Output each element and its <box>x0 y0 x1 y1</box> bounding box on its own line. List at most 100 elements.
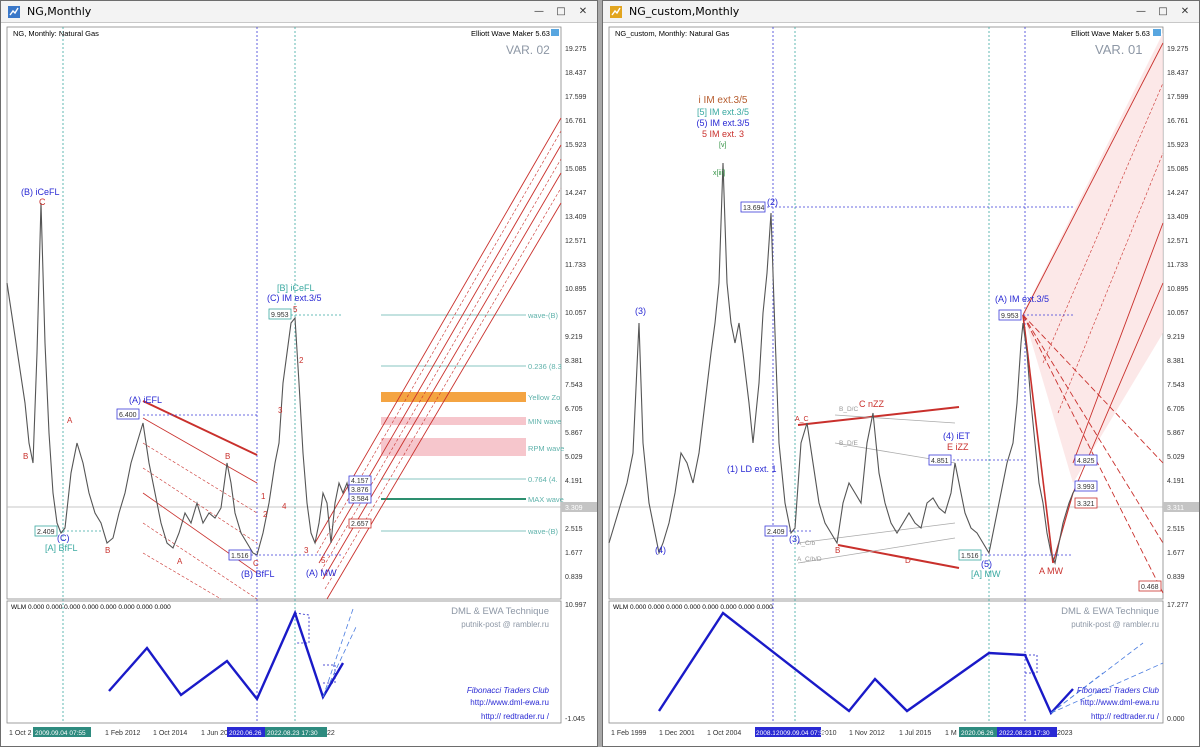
maximize-icon[interactable]: □ <box>556 5 566 17</box>
wave-label: 2 <box>263 510 268 519</box>
svg-text:0.839: 0.839 <box>565 574 583 581</box>
wave-label: C <box>253 559 259 568</box>
wlm-bracket-2 <box>323 664 336 684</box>
svg-text:0.468: 0.468 <box>1141 584 1159 591</box>
svg-text:5.867: 5.867 <box>565 430 583 437</box>
club-line-1: Fibonacci Traders Club <box>1077 686 1160 695</box>
wave-degree-label: [5] IM ext.3/5 <box>697 107 749 117</box>
wave-label: B_D/E <box>839 440 858 447</box>
close-icon[interactable]: ✕ <box>1180 5 1190 17</box>
pink-fib-zone <box>1023 33 1163 483</box>
wave-label: D <box>905 556 911 565</box>
sub-caption: WLM 0.000 0.000 0.000 0.000 0.000 0.000 … <box>613 604 773 611</box>
level-label-6: 0.764 (4. <box>528 475 558 484</box>
svg-text:2.657: 2.657 <box>351 521 369 528</box>
window-titlebar[interactable]: NG,Monthly — □ ✕ <box>1 1 597 23</box>
svg-text:9.219: 9.219 <box>1167 334 1185 341</box>
svg-text:2.409: 2.409 <box>37 529 55 536</box>
svg-text:6.705: 6.705 <box>1167 406 1185 413</box>
price-axis: 19.275 18.437 17.599 16.761 15.923 15.08… <box>1167 46 1189 581</box>
svg-text:16.761: 16.761 <box>565 118 587 125</box>
time-marker <box>227 727 265 737</box>
svg-text:11.733: 11.733 <box>1167 262 1188 269</box>
time-marker-label: 2009.09.04 07:55 <box>776 730 827 737</box>
svg-text:10.057: 10.057 <box>565 310 587 317</box>
wave-label: [A] BfFL <box>45 543 78 553</box>
time-marker <box>265 727 327 737</box>
wave-label: (5) <box>981 559 992 569</box>
sub-axis-top: 17.277 <box>1167 602 1189 609</box>
chart-svg[interactable]: NG_custom, Monthly: Natural Gas Elliott … <box>603 23 1200 747</box>
svg-text:2.515: 2.515 <box>1167 526 1185 533</box>
wave-label: B_D/C <box>839 406 858 413</box>
svg-text:5.029: 5.029 <box>1167 454 1185 461</box>
wave-label: E iZZ <box>947 442 969 452</box>
svg-text:9.219: 9.219 <box>565 334 583 341</box>
wave-label: [v] <box>719 142 726 149</box>
chart-window-right[interactable]: NG_custom,Monthly — □ ✕ <box>602 0 1200 747</box>
wave-label: (A) iEFL <box>129 395 162 405</box>
svg-text:2.409: 2.409 <box>767 529 785 536</box>
chart-app-icon <box>8 5 20 18</box>
current-price-value: 3.311 <box>1167 505 1184 512</box>
wave-label: C <box>39 197 46 207</box>
close-icon[interactable]: ✕ <box>578 5 588 17</box>
svg-text:14.247: 14.247 <box>1167 190 1189 197</box>
svg-text:19.275: 19.275 <box>565 46 587 53</box>
minimize-icon[interactable]: — <box>1136 5 1146 17</box>
window-title: NG,Monthly <box>27 5 92 18</box>
svg-text:13.409: 13.409 <box>565 214 587 221</box>
time-marker-label: 2020.06.26 <box>229 730 262 737</box>
svg-text:1 Nov 2012: 1 Nov 2012 <box>849 730 885 737</box>
level-label-3: Yellow Zo <box>528 393 560 402</box>
svg-text:0.839: 0.839 <box>1167 574 1185 581</box>
price-box: 4.157 <box>348 475 372 486</box>
svg-text:7.543: 7.543 <box>1167 382 1185 389</box>
price-box: 2.409 <box>34 525 58 537</box>
svg-text:2010: 2010 <box>821 730 837 737</box>
current-price-tag <box>561 502 597 512</box>
wave-label: A_C/b <box>797 540 815 547</box>
chart-window-left[interactable]: NG,Monthly — □ ✕ wave-(B) 0. <box>0 0 598 747</box>
svg-text:13.409: 13.409 <box>1167 214 1189 221</box>
price-box: 9.953 <box>268 308 292 320</box>
time-marker-label: 2022.08.23 17:30 <box>999 730 1050 737</box>
time-marker-label: 2008.1 <box>756 730 776 737</box>
svg-text:7.543: 7.543 <box>565 382 583 389</box>
svg-text:1.677: 1.677 <box>1167 550 1185 557</box>
price-box: 1.516 <box>228 549 252 561</box>
svg-text:3.993: 3.993 <box>1077 484 1095 491</box>
svg-text:15.085: 15.085 <box>565 166 587 173</box>
triangle-gray-1 <box>834 414 956 424</box>
svg-text:2.515: 2.515 <box>565 526 583 533</box>
svg-text:13.694: 13.694 <box>743 205 765 212</box>
wlm-line <box>108 609 345 702</box>
svg-text:3.321: 3.321 <box>1077 501 1095 508</box>
wave-label: (1) LD ext. 1 <box>727 464 777 474</box>
chart-svg[interactable]: wave-(B) 0.236 (8.3 Yellow Zo MIN wave R… <box>1 23 598 747</box>
chart-area[interactable]: NG_custom, Monthly: Natural Gas Elliott … <box>603 23 1200 747</box>
wave-degree-label: i IM ext.3/5 <box>699 95 748 106</box>
current-price-value: 3.309 <box>565 505 583 512</box>
svg-text:17.599: 17.599 <box>565 94 587 101</box>
wave-label: (C) IM ext.3/5 <box>267 293 322 303</box>
triangle-lower <box>837 544 960 569</box>
time-axis: 1 Feb 1999 1 Dec 2001 1 Oct 2004 2010 1 … <box>611 730 1073 737</box>
minimize-icon[interactable]: — <box>534 5 544 17</box>
wave-label: (4) <box>655 545 666 555</box>
triangle-gray-3 <box>797 522 956 544</box>
brand-line-2: putnik-post @ rambler.ru <box>461 620 549 629</box>
svg-text:1.516: 1.516 <box>961 553 979 560</box>
sub-axis-bottom: 0.000 <box>1167 716 1185 723</box>
svg-text:10.057: 10.057 <box>1167 310 1189 317</box>
sub-caption: WLM 0.000 0.000 0.000 0.000 0.000 0.000 … <box>11 604 171 611</box>
wave-label: B <box>835 546 840 555</box>
maximize-icon[interactable]: □ <box>1158 5 1168 17</box>
svg-text:1.516: 1.516 <box>231 553 249 560</box>
price-box: 6.400 <box>116 408 140 420</box>
brand-line-2: putnik-post @ rambler.ru <box>1071 620 1159 629</box>
svg-text:5.029: 5.029 <box>565 454 583 461</box>
svg-text:10.895: 10.895 <box>565 286 587 293</box>
chart-area[interactable]: wave-(B) 0.236 (8.3 Yellow Zo MIN wave R… <box>1 23 598 747</box>
window-titlebar[interactable]: NG_custom,Monthly — □ ✕ <box>603 1 1199 23</box>
